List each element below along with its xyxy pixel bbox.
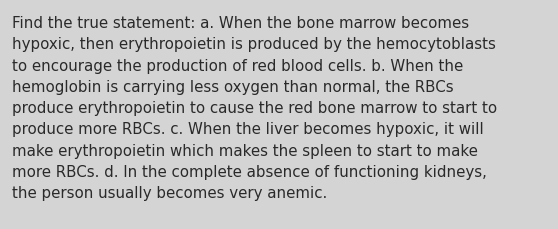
Text: Find the true statement: a. When the bone marrow becomes
hypoxic, then erythropo: Find the true statement: a. When the bon… (12, 16, 497, 200)
